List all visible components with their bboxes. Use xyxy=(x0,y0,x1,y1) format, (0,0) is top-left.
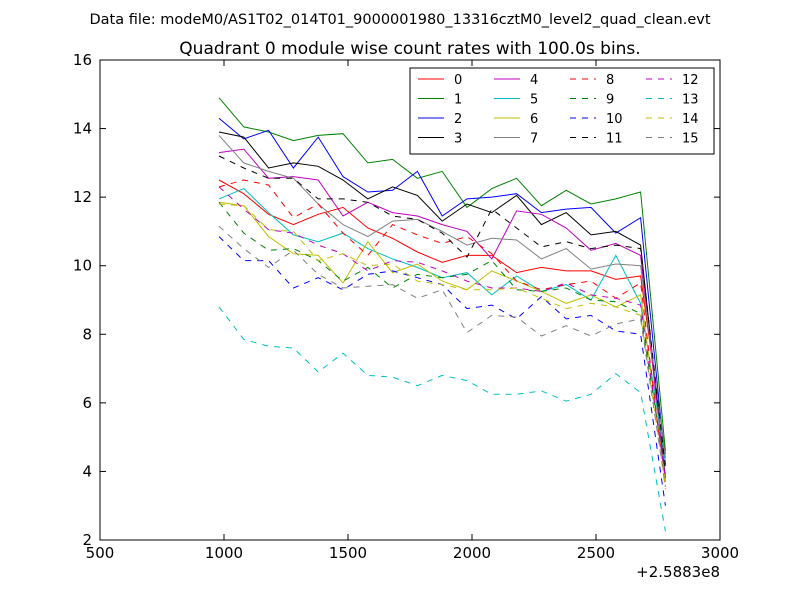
legend-box xyxy=(409,67,715,155)
legend-item-6: 6 xyxy=(494,112,538,127)
x-tick-label-2500: 2500 xyxy=(577,544,615,562)
legend-label-3: 3 xyxy=(454,132,462,147)
x-tick-label-500: 500 xyxy=(86,544,115,562)
y-tick-label-16: 16 xyxy=(73,51,92,69)
legend-label-8: 8 xyxy=(606,73,614,88)
legend-item-12: 12 xyxy=(646,73,699,88)
legend-label-12: 12 xyxy=(682,73,699,88)
legend-item-11: 11 xyxy=(570,132,623,147)
y-tick-label-2: 2 xyxy=(82,531,92,549)
legend-label-7: 7 xyxy=(530,132,538,147)
x-tick-label-3000: 3000 xyxy=(701,544,739,562)
y-tick-label-6: 6 xyxy=(82,394,92,412)
series-line-11 xyxy=(218,155,666,469)
legend-label-6: 6 xyxy=(530,112,538,127)
axes-frame xyxy=(99,59,721,541)
x-tick-label-1000: 1000 xyxy=(205,544,243,562)
x-tick-label-1500: 1500 xyxy=(329,544,367,562)
legend-item-15: 15 xyxy=(646,132,699,147)
legend-item-3: 3 xyxy=(418,132,462,147)
legend-item-8: 8 xyxy=(570,73,614,88)
series-line-3 xyxy=(218,131,666,479)
series-line-9 xyxy=(218,201,666,475)
legend-label-0: 0 xyxy=(454,73,462,88)
series-line-0 xyxy=(218,179,666,455)
legend-item-9: 9 xyxy=(570,93,614,108)
legend-item-5: 5 xyxy=(494,93,538,108)
legend-item-7: 7 xyxy=(494,132,538,147)
y-tick-label-10: 10 xyxy=(73,257,92,275)
y-tick-label-14: 14 xyxy=(73,120,92,138)
legend-label-1: 1 xyxy=(454,93,462,108)
chart-title: Quadrant 0 module wise count rates with … xyxy=(179,39,640,59)
plot-area: 500 1000 1500 2000 2500 3000246810121416+2.58… xyxy=(73,51,739,581)
legend-item-2: 2 xyxy=(418,112,462,127)
legend-label-9: 9 xyxy=(606,93,614,108)
series-line-14 xyxy=(218,203,666,486)
legend-label-11: 11 xyxy=(606,132,623,147)
series-line-2 xyxy=(218,117,666,465)
legend-item-13: 13 xyxy=(646,93,699,108)
legend-item-14: 14 xyxy=(646,112,699,127)
legend-label-2: 2 xyxy=(454,112,462,127)
series-line-1 xyxy=(218,97,666,451)
series-line-12 xyxy=(218,186,666,479)
legend-label-14: 14 xyxy=(682,112,699,127)
series-line-4 xyxy=(218,148,666,482)
legend-label-13: 13 xyxy=(682,93,699,108)
legend-item-1: 1 xyxy=(418,93,462,108)
y-tick-label-8: 8 xyxy=(82,325,92,343)
series-line-7 xyxy=(218,135,666,458)
legend-label-15: 15 xyxy=(682,132,699,147)
legend-label-4: 4 xyxy=(530,73,538,88)
legend-label-10: 10 xyxy=(606,112,623,127)
x-axis-offset-label: +2.5883e8 xyxy=(636,563,720,581)
x-tick-label-2000: 2000 xyxy=(453,544,491,562)
y-tick-label-4: 4 xyxy=(82,462,92,480)
legend-label-5: 5 xyxy=(530,93,538,108)
legend-item-10: 10 xyxy=(570,112,623,127)
legend-item-4: 4 xyxy=(494,73,538,88)
series-lines xyxy=(218,97,666,532)
figure-suptitle: Data file: modeM0/AS1T02_014T01_90000019… xyxy=(89,12,710,28)
legend-item-0: 0 xyxy=(418,73,462,88)
series-line-13 xyxy=(218,306,666,532)
y-tick-label-12: 12 xyxy=(73,188,92,206)
